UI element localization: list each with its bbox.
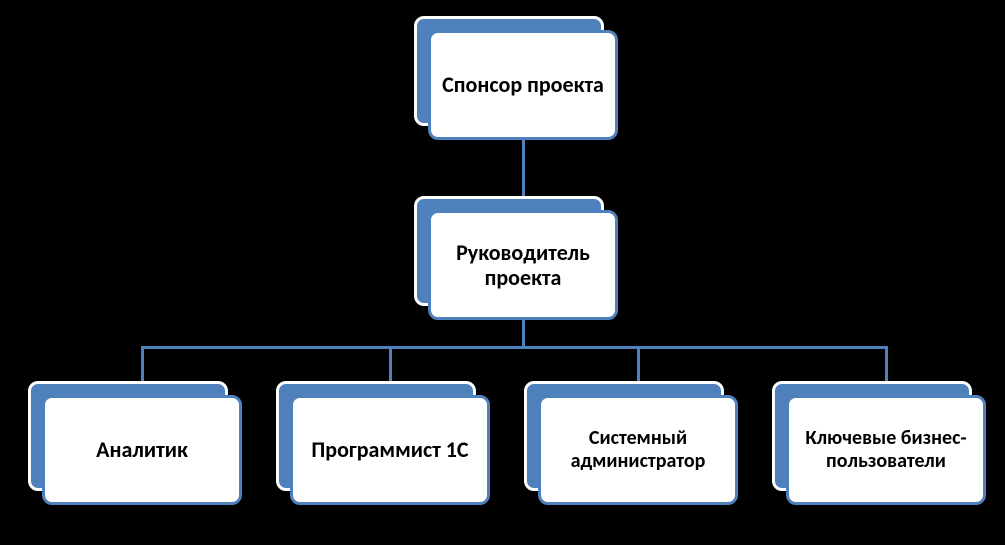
node-prog1c-front: Программист 1С xyxy=(290,395,490,505)
node-analyst-front: Аналитик xyxy=(42,395,242,505)
node-analyst-label: Аналитик xyxy=(96,437,188,462)
node-sponsor-label: Спонсор проекта xyxy=(442,72,604,97)
node-manager: Руководитель проекта xyxy=(414,196,618,320)
node-prog1c-label: Программист 1С xyxy=(311,437,468,462)
node-manager-front: Руководитель проекта xyxy=(428,210,618,320)
node-sponsor-front: Спонсор проекта xyxy=(428,30,618,140)
node-sponsor: Спонсор проекта xyxy=(414,16,618,140)
node-sysadmin-front: Системный администратор xyxy=(538,395,738,505)
node-keyusers-front: Ключевые бизнес-пользователи xyxy=(786,395,986,505)
node-sysadmin-label: Системный администратор xyxy=(551,427,725,473)
edge-manager-stub xyxy=(522,320,525,349)
node-manager-label: Руководитель проекта xyxy=(441,240,605,291)
edge-manager-bus xyxy=(141,346,888,349)
edge-sponsor-stub xyxy=(522,140,525,167)
node-sysadmin: Системный администратор xyxy=(524,381,738,505)
node-keyusers-label: Ключевые бизнес-пользователи xyxy=(799,427,973,473)
node-analyst: Аналитик xyxy=(28,381,242,505)
node-prog1c: Программист 1С xyxy=(276,381,490,505)
node-keyusers: Ключевые бизнес-пользователи xyxy=(772,381,986,505)
